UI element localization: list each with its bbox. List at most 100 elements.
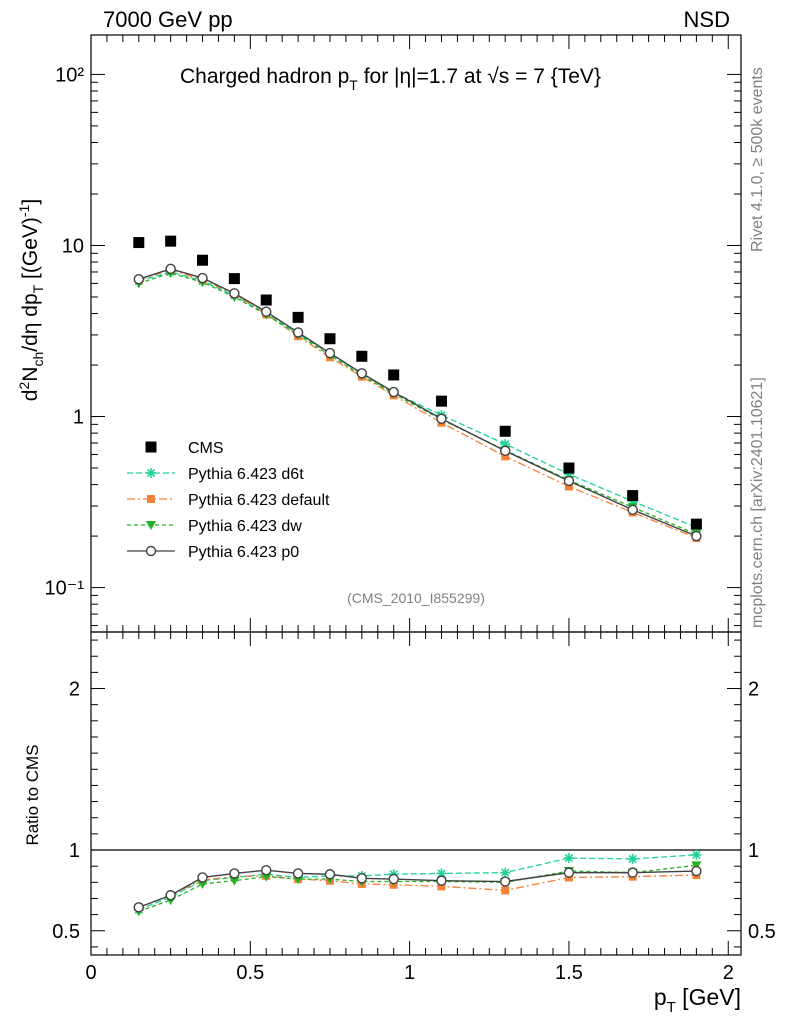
x-tick-label: 0.5 <box>236 962 264 984</box>
title-part-sqrt: √ <box>487 65 499 88</box>
legend-marker <box>145 545 157 557</box>
main-point-p0 <box>292 327 304 338</box>
y-tick-labels: 10⁻¹ 1 10 10² 0.5 0.5 1 1 2 2 <box>45 64 776 942</box>
header-right-label: NSD <box>684 7 730 32</box>
ratio-series-group <box>133 849 702 917</box>
star-stroke <box>146 468 156 478</box>
main-point-p0 <box>197 272 208 284</box>
x-tick-label: 1 <box>404 962 415 984</box>
ratio-point-p0 <box>324 869 336 880</box>
legend-item-p0: Pythia 6.423 p0 <box>127 544 299 561</box>
ratio-point-default <box>501 886 510 895</box>
legend-marker <box>146 468 156 478</box>
legend-marker <box>146 521 156 530</box>
main-line-dw <box>138 272 697 535</box>
main-point-p0 <box>165 263 176 275</box>
legend: CMS Pythia 6.423 d6t Pythia 6.423 default P… <box>127 440 330 561</box>
legend-item-CMS: CMS <box>145 440 224 457</box>
star-stroke <box>501 868 510 877</box>
main-point-CMS <box>563 462 575 474</box>
ratio-point-p0 <box>691 865 702 877</box>
ratio-y-tick-label-right: 2 <box>748 679 759 701</box>
main-point-p0 <box>261 306 272 317</box>
main-axis-ticks <box>90 35 741 632</box>
main-point-CMS <box>133 237 145 249</box>
main-point-p0 <box>627 504 638 515</box>
main-point-CMS <box>165 235 177 247</box>
ratio-point-dw <box>197 879 208 889</box>
x-tick-label: 0 <box>85 962 96 984</box>
legend-marker <box>147 495 155 503</box>
main-point-CMS <box>260 294 272 306</box>
main-point-CMS <box>690 518 702 530</box>
analysis-tag: (CMS_2010_I855299) <box>347 590 485 606</box>
ratio-point-p0 <box>261 865 272 876</box>
main-plot-frame <box>90 34 742 633</box>
legend-item-d6t: Pythia 6.423 d6t <box>127 466 304 483</box>
ratio-point-p0 <box>356 873 368 884</box>
ratio-y-tick-label-left: 2 <box>69 679 80 701</box>
ratio-point-dw <box>229 876 240 886</box>
main-point-CMS <box>228 273 240 285</box>
ratio-point-p0 <box>197 872 208 883</box>
rivet-version-label: Rivet 4.1.0, ≥ 500k events <box>749 67 766 252</box>
title-part-a: Charged hadron p <box>180 65 349 88</box>
ratio-point-p0 <box>500 876 511 887</box>
ratio-line-default <box>138 874 697 908</box>
main-y-tick-label: 10 <box>62 235 84 257</box>
main-y-tick-label: 10² <box>55 64 84 86</box>
ratio-line-p0 <box>138 869 697 909</box>
main-point-CMS <box>627 490 639 502</box>
ratio-line-d6t <box>138 854 697 911</box>
main-y-tick-label: 10⁻¹ <box>45 578 85 600</box>
ratio-point-p0 <box>563 867 575 878</box>
x-tick-label: 1.5 <box>555 962 583 984</box>
main-series-CMS <box>133 235 702 530</box>
header-left-label: 7000 GeV pp <box>103 7 233 32</box>
legend-label: Pythia 6.423 default <box>188 492 330 509</box>
main-point-p0 <box>133 274 144 285</box>
main-point-p0 <box>356 368 368 379</box>
mcplots-label: mcplots.cern.ch [arXiv:2401.10621] <box>749 377 766 628</box>
ratio-point-d6t <box>691 849 702 860</box>
title-part-c: s = 7 {TeV} <box>499 65 601 88</box>
main-point-CMS <box>388 369 400 381</box>
ratio-point-d6t <box>500 867 511 878</box>
ratio-y-tick-label-left: 0.5 <box>52 921 80 943</box>
main-y-tick-label: 1 <box>73 407 84 429</box>
main-point-CMS <box>356 350 368 362</box>
ratio-point-d6t <box>563 853 574 864</box>
ratio-series-default <box>134 871 701 912</box>
ratio-y-tick-label-right: 0.5 <box>748 921 776 943</box>
main-point-p0 <box>229 288 240 299</box>
ratio-y-tick-label-left: 1 <box>69 840 80 862</box>
legend-label: CMS <box>188 440 224 457</box>
main-point-p0 <box>324 347 336 359</box>
ratio-point-p0 <box>133 902 144 913</box>
main-point-p0 <box>388 386 399 398</box>
legend-item-dw: Pythia 6.423 dw <box>127 518 302 535</box>
ratio-point-p0 <box>292 868 304 879</box>
main-point-default <box>501 452 510 461</box>
ratio-series-dw <box>133 861 702 917</box>
main-point-p0 <box>563 475 575 487</box>
main-point-CMS <box>499 425 511 437</box>
main-line-d6t <box>138 271 697 528</box>
ratio-point-p0 <box>388 873 399 885</box>
main-title: Charged hadron pT for |η|=1.7 at √s = 7 … <box>180 65 601 93</box>
x-tick-label: 2 <box>723 962 734 984</box>
ratio-point-dw <box>261 872 272 882</box>
x-axis-label: pT [GeV] <box>654 984 741 1016</box>
main-point-p0 <box>691 530 702 542</box>
x-tick-labels: 0 0.5 1 1.5 2 <box>85 962 733 984</box>
star-stroke <box>437 869 446 878</box>
star-stroke <box>692 850 701 860</box>
legend-label: Pythia 6.423 dw <box>188 518 302 535</box>
ratio-point-p0 <box>229 868 240 879</box>
main-series-p0 <box>133 263 702 542</box>
ratio-series-p0 <box>133 865 702 913</box>
star-stroke <box>564 853 574 863</box>
legend-item-default: Pythia 6.423 default <box>127 492 330 509</box>
ratio-point-p0 <box>165 890 176 901</box>
